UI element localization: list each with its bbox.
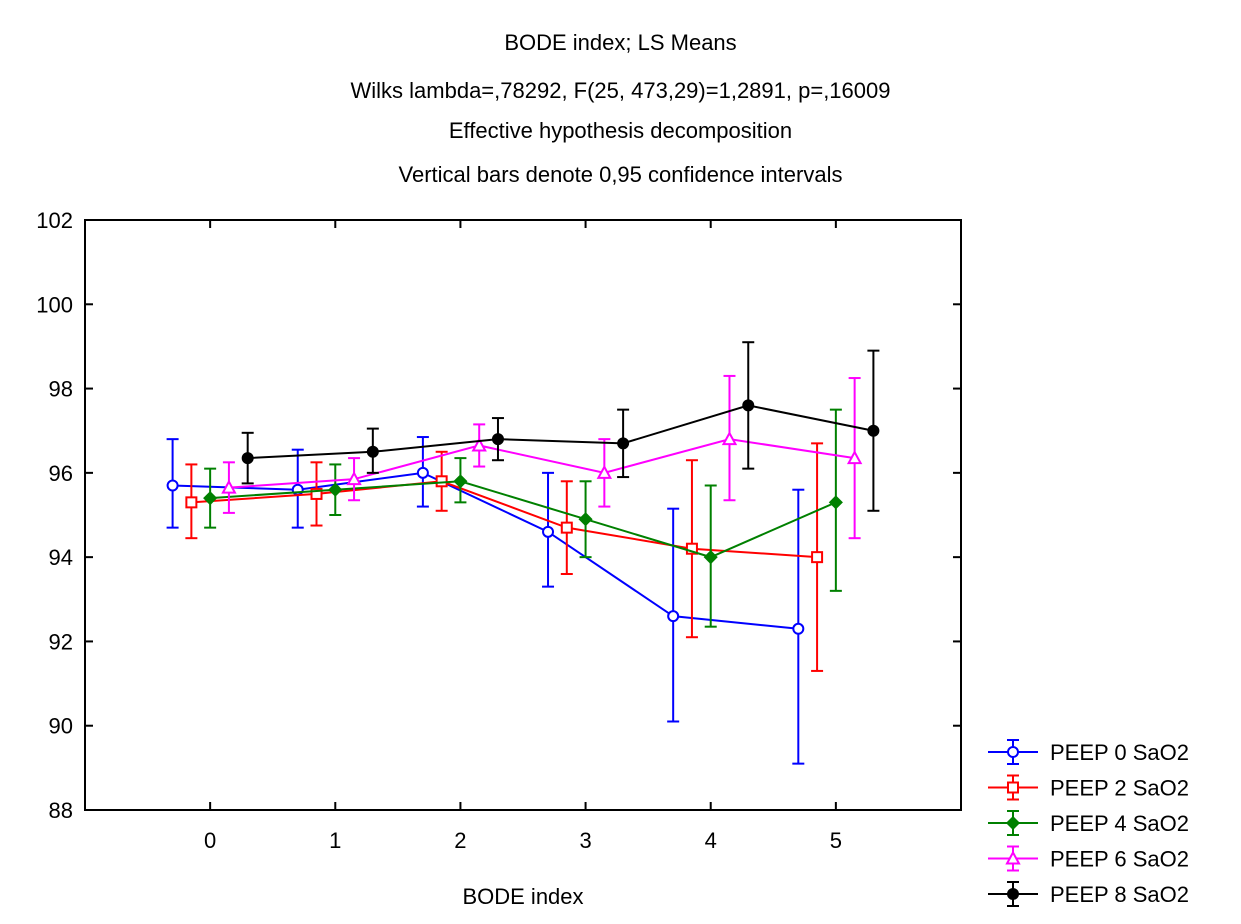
chart-subtitle-stats: Wilks lambda=,78292, F(25, 473,29)=1,289… (350, 78, 891, 103)
y-tick-label: 102 (36, 208, 73, 233)
axes: 88 90 92 94 96 98 100 102 0 1 2 3 4 5 (36, 208, 961, 853)
series-line (210, 480, 837, 559)
data-point (721, 431, 738, 446)
chart-subtitle-decomposition: Effective hypothesis decomposition (448, 118, 793, 143)
series-3 (221, 374, 863, 540)
data-point (846, 450, 863, 465)
series-0 (166, 436, 805, 765)
y-tick-label: 100 (36, 292, 73, 317)
legend: PEEP 0 SaO2 PEEP 2 SaO2 PEEP 4 SaO2 PEEP 6 … (988, 739, 1189, 907)
legend-entry: PEEP 6 SaO2 (988, 845, 1189, 872)
series-line (228, 438, 855, 489)
series-4 (241, 341, 880, 512)
series-line (247, 404, 874, 460)
legend-entry: PEEP 4 SaO2 (988, 810, 1189, 836)
data-point (867, 424, 880, 437)
data-point (328, 482, 343, 497)
legend-label: PEEP 2 SaO2 (1050, 776, 1189, 801)
x-tick-label: 1 (329, 828, 341, 853)
x-tick-label: 0 (204, 828, 216, 853)
data-point (792, 622, 805, 635)
legend-marker (1005, 815, 1021, 831)
data-point (742, 399, 755, 412)
chart-title: BODE index; LS Means (504, 30, 737, 55)
data-point (560, 521, 573, 534)
legend-marker (1007, 888, 1019, 900)
data-point (310, 487, 323, 500)
y-tick-label: 90 (49, 714, 73, 739)
data-point (578, 512, 593, 527)
data-point (366, 445, 379, 458)
legend-entry: PEEP 0 SaO2 (988, 739, 1189, 765)
y-tick-label: 92 (49, 629, 73, 654)
data-point (811, 551, 824, 564)
legend-marker (1005, 850, 1021, 865)
legend-label: PEEP 8 SaO2 (1050, 882, 1189, 907)
x-tick-label: 5 (830, 828, 842, 853)
data-point (542, 525, 555, 538)
y-tick-label: 98 (49, 377, 73, 402)
data-point (471, 437, 487, 452)
legend-marker (1007, 781, 1019, 794)
data-point (617, 437, 630, 450)
data-point (241, 452, 254, 465)
data-point (203, 491, 218, 506)
series-layer (166, 341, 880, 765)
series-2 (203, 408, 843, 628)
data-point (828, 495, 843, 510)
data-point (491, 433, 504, 446)
data-point (166, 479, 179, 492)
plot-frame (84, 219, 962, 811)
data-point (685, 542, 698, 555)
x-tick-label: 4 (705, 828, 717, 853)
legend-label: PEEP 4 SaO2 (1050, 811, 1189, 836)
y-tick-label: 96 (49, 461, 73, 486)
y-tick-label: 88 (49, 798, 73, 823)
legend-label: PEEP 0 SaO2 (1050, 740, 1189, 765)
data-point (185, 496, 198, 509)
data-point (596, 464, 613, 479)
data-point (703, 550, 718, 565)
legend-entry: PEEP 2 SaO2 (988, 774, 1189, 801)
data-point (346, 471, 362, 486)
series-line (172, 471, 799, 630)
y-tick-label: 94 (49, 545, 73, 570)
data-point (221, 479, 237, 494)
legend-label: PEEP 6 SaO2 (1050, 847, 1189, 872)
chart-subtitle-ci-note: Vertical bars denote 0,95 confidence int… (398, 162, 843, 187)
data-point (435, 475, 448, 488)
data-point (453, 474, 468, 489)
data-point (416, 466, 429, 479)
x-tick-label: 3 (579, 828, 591, 853)
legend-marker (1007, 746, 1019, 758)
series-line (191, 480, 818, 559)
legend-entry: PEEP 8 SaO2 (988, 881, 1189, 907)
series-1 (185, 442, 824, 672)
plot-area (84, 219, 962, 811)
x-axis-label: BODE index (462, 884, 583, 909)
x-tick-label: 2 (454, 828, 466, 853)
data-point (667, 610, 680, 623)
